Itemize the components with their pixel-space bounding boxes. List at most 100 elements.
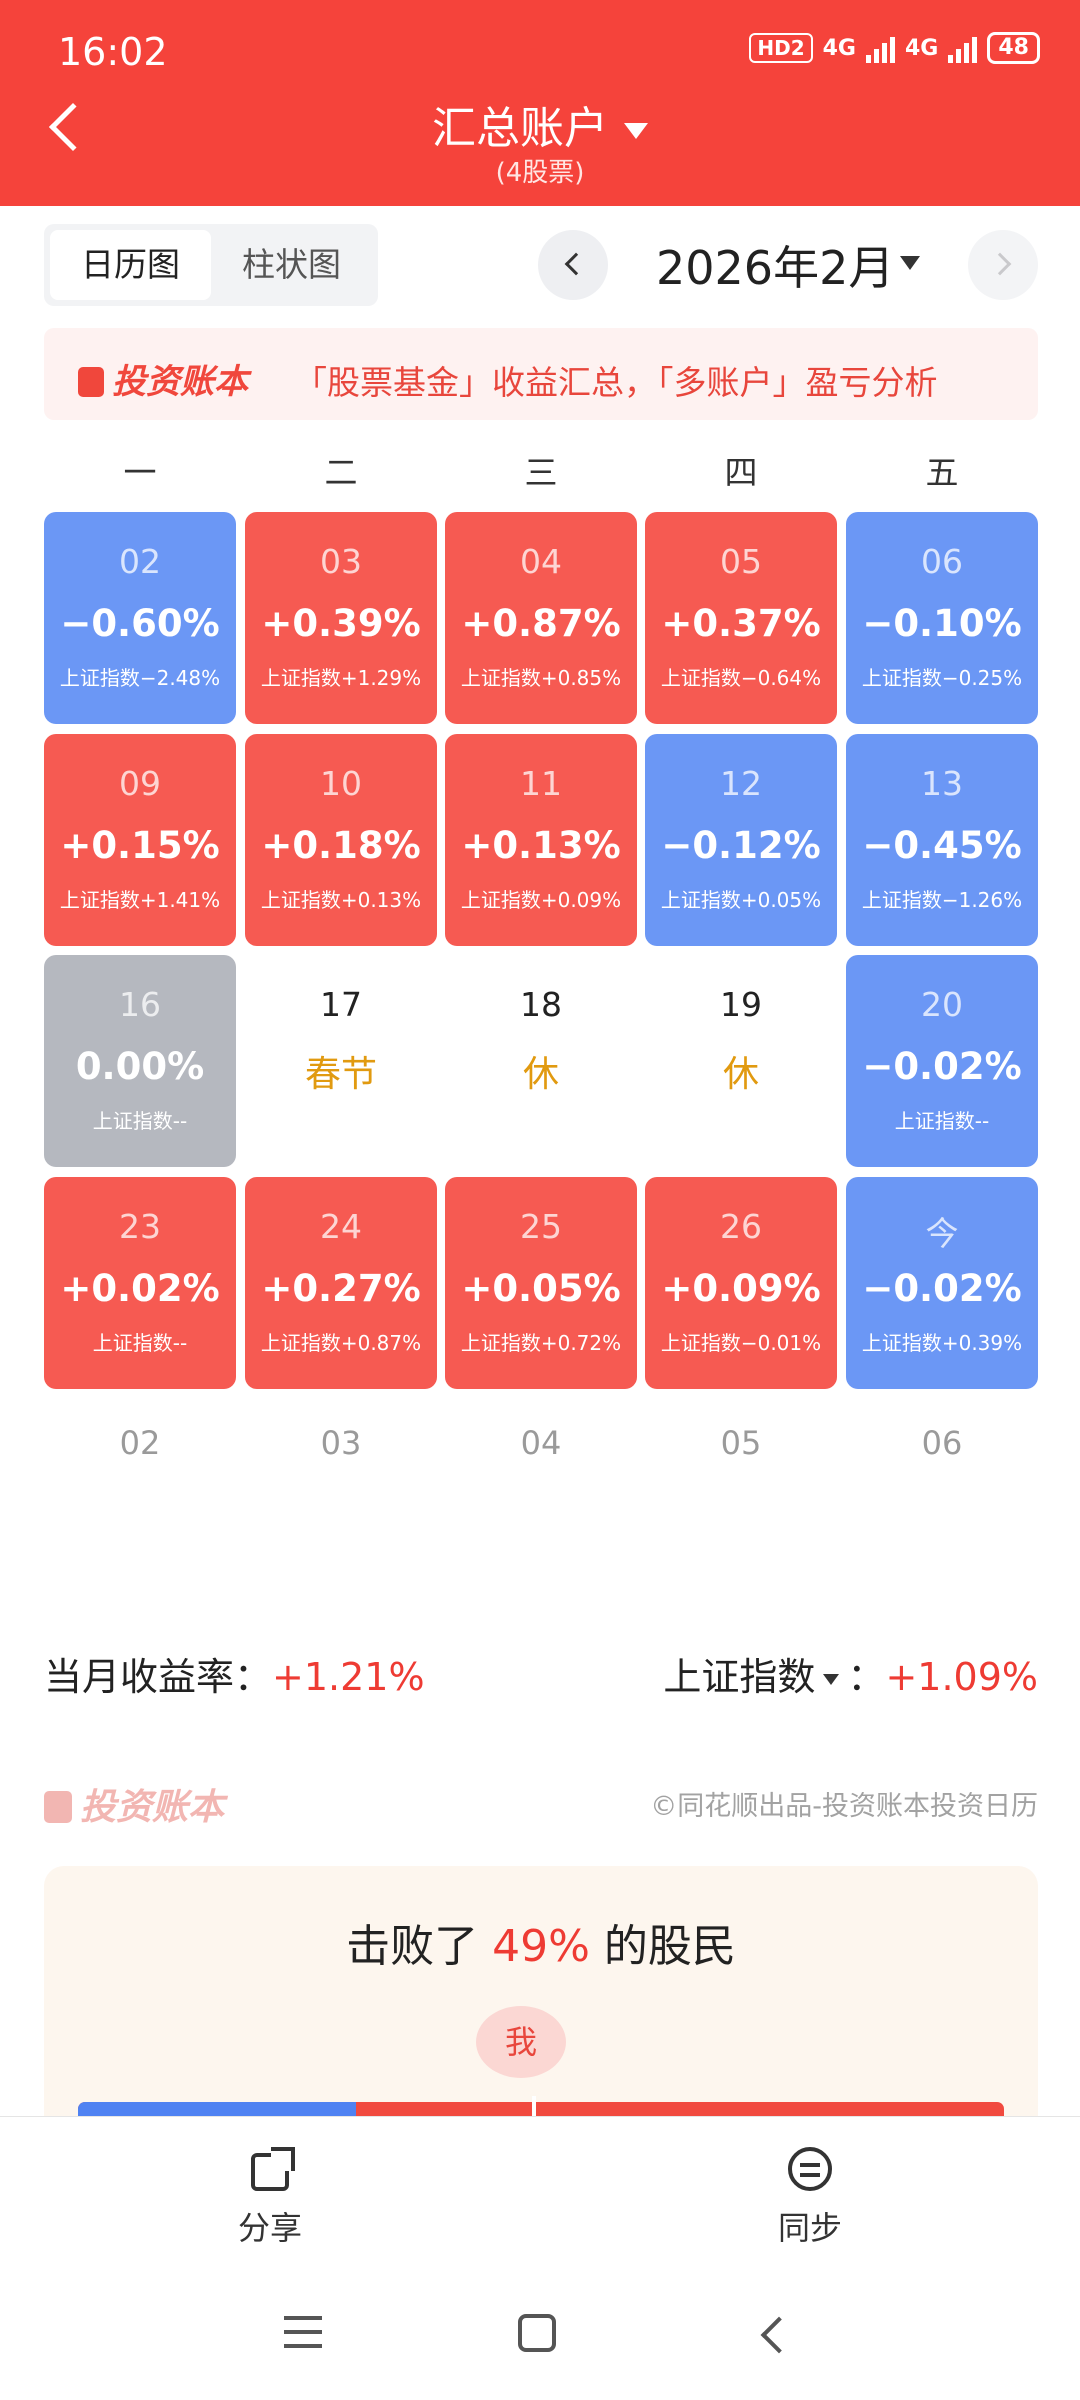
ranking-text: 击败了 49% 的股民	[44, 1910, 1038, 1974]
day-return: 0.00%	[75, 1045, 205, 1088]
day-number: 24	[320, 1207, 362, 1246]
account-selector[interactable]: 汇总账户	[0, 92, 1080, 156]
network-type-2: 4G	[905, 35, 939, 61]
ranking-prefix: 击败了	[346, 1921, 493, 1972]
ranking-bar	[78, 2096, 1004, 2116]
ranking-bar-blue	[78, 2102, 356, 2116]
day-number: 04	[520, 542, 562, 581]
calendar-day-cell[interactable]: 18 休	[445, 955, 637, 1167]
next-month-day[interactable]: 02	[119, 1424, 161, 1462]
next-month-day[interactable]: 06	[921, 1424, 963, 1462]
calendar-day-cell[interactable]: 12 −0.12% 上证指数+0.05%	[645, 734, 837, 946]
day-return: +0.15%	[60, 824, 220, 867]
calendar-day-cell[interactable]: 05 +0.37% 上证指数−0.64%	[645, 512, 837, 724]
monthly-return: 当月收益率：+1.21%	[44, 1646, 425, 1701]
next-month-day[interactable]: 05	[720, 1424, 762, 1462]
day-return: −0.02%	[862, 1267, 1022, 1310]
signal-icon-2	[948, 33, 978, 63]
credit-text: ©同花顺出品-投资账本投资日历	[650, 1791, 1038, 1822]
day-index-return: 上证指数−0.64%	[660, 666, 822, 690]
ranking-value: 49%	[492, 1921, 590, 1972]
chevron-left-icon	[564, 252, 588, 276]
banner-logo-text: 投资账本	[112, 362, 248, 402]
calendar-day-cell[interactable]: 13 −0.45% 上证指数−1.26%	[846, 734, 1038, 946]
monthly-return-label: 当月收益率：	[44, 1655, 273, 1699]
calendar-day-cell[interactable]: 04 +0.87% 上证指数+0.85%	[445, 512, 637, 724]
calendar-day-cell[interactable]: 16 0.00% 上证指数--	[44, 955, 236, 1167]
calendar-day-cell[interactable]: 10 +0.18% 上证指数+0.13%	[245, 734, 437, 946]
day-return: −0.02%	[862, 1045, 1022, 1088]
calendar-day-cell[interactable]: 03 +0.39% 上证指数+1.29%	[245, 512, 437, 724]
calendar-day-cell[interactable]: 20 −0.02% 上证指数--	[846, 955, 1038, 1167]
sync-icon	[788, 2147, 832, 2191]
home-icon[interactable]	[518, 2314, 556, 2352]
day-return: +0.39%	[261, 602, 421, 645]
menu-icon[interactable]	[284, 2316, 322, 2358]
back-icon[interactable]	[760, 2316, 798, 2354]
app-header: 16:02 HD2 4G 4G 48 汇总账户 (4股票)	[0, 0, 1080, 206]
day-number: 02	[119, 542, 161, 581]
day-return: +0.37%	[661, 602, 821, 645]
index-return-value: +1.09%	[885, 1655, 1038, 1699]
next-month-day[interactable]: 04	[520, 1424, 562, 1462]
day-number: 20	[921, 985, 963, 1024]
tab-bar-view[interactable]: 柱状图	[242, 245, 341, 284]
share-label: 分享	[237, 2209, 302, 2247]
next-month-day[interactable]: 03	[320, 1424, 362, 1462]
day-return: −0.12%	[661, 824, 821, 867]
logo-icon	[78, 367, 104, 397]
day-index-return: 上证指数−2.48%	[59, 666, 221, 690]
calendar-day-cell[interactable]: 06 −0.10% 上证指数−0.25%	[846, 512, 1038, 724]
calendar-day-cell[interactable]: 今 −0.02% 上证指数+0.39%	[846, 1177, 1038, 1389]
prev-month-button[interactable]	[538, 230, 608, 300]
sync-button[interactable]: 同步	[710, 2147, 910, 2249]
day-return: −0.60%	[60, 602, 220, 645]
month-dropdown-icon[interactable]	[900, 256, 920, 270]
day-index-return: 上证指数+0.05%	[660, 888, 822, 912]
calendar-day-cell[interactable]: 25 +0.05% 上证指数+0.72%	[445, 1177, 637, 1389]
calendar-day-cell[interactable]: 24 +0.27% 上证指数+0.87%	[245, 1177, 437, 1389]
calendar-day-cell[interactable]: 02 −0.60% 上证指数−2.48%	[44, 512, 236, 724]
day-index-return: 上证指数+1.41%	[59, 888, 221, 912]
day-return: +0.13%	[461, 824, 621, 867]
day-index-return: 上证指数−0.25%	[861, 666, 1023, 690]
calendar-day-cell[interactable]: 11 +0.13% 上证指数+0.09%	[445, 734, 637, 946]
day-number: 17	[320, 985, 362, 1024]
day-number: 12	[720, 764, 762, 803]
status-time: 16:02	[58, 30, 168, 74]
index-return[interactable]: 上证指数 ：+1.09%	[663, 1646, 1038, 1701]
day-index-return: 上证指数+0.85%	[460, 666, 622, 690]
day-number: 26	[720, 1207, 762, 1246]
ranking-bar-marker	[531, 2096, 536, 2116]
calendar-day-cell[interactable]: 17 春节	[245, 955, 437, 1167]
next-month-button[interactable]	[968, 230, 1038, 300]
weekday-fri: 五	[925, 453, 959, 492]
share-icon	[251, 2147, 295, 2191]
weekday-mon: 一	[123, 453, 157, 492]
calendar-day-cell[interactable]: 23 +0.02% 上证指数--	[44, 1177, 236, 1389]
day-index-return: 上证指数+0.87%	[260, 1331, 422, 1355]
day-index-return: 上证指数--	[894, 1109, 990, 1133]
page-title: 汇总账户	[432, 103, 608, 154]
day-index-return: 上证指数−1.26%	[861, 888, 1023, 912]
day-number: 05	[720, 542, 762, 581]
day-number: 09	[119, 764, 161, 803]
calendar-day-cell[interactable]: 26 +0.09% 上证指数−0.01%	[645, 1177, 837, 1389]
share-button[interactable]: 分享	[170, 2147, 370, 2249]
day-return: +0.05%	[461, 1267, 621, 1310]
day-index-return: 上证指数+0.39%	[861, 1331, 1023, 1355]
calendar-day-cell[interactable]: 09 +0.15% 上证指数+1.41%	[44, 734, 236, 946]
ranking-suffix: 的股民	[589, 1921, 736, 1972]
calendar-day-cell[interactable]: 19 休	[645, 955, 837, 1167]
monthly-return-value: +1.21%	[272, 1655, 425, 1699]
bottom-action-bar: 分享 同步	[0, 2116, 1080, 2276]
month-selector[interactable]: 2026年2月	[656, 241, 895, 295]
sync-label: 同步	[777, 2209, 842, 2247]
day-number: 03	[320, 542, 362, 581]
tab-calendar-view[interactable]: 日历图	[50, 230, 211, 300]
watermark-logo: 投资账本	[44, 1778, 224, 1830]
weekday-tue: 二	[324, 453, 358, 492]
day-index-return: 上证指数--	[92, 1331, 188, 1355]
promo-banner[interactable]: 投资账本 「股票基金」收益汇总，「多账户」盈亏分析	[44, 328, 1038, 420]
day-return: +0.18%	[261, 824, 421, 867]
